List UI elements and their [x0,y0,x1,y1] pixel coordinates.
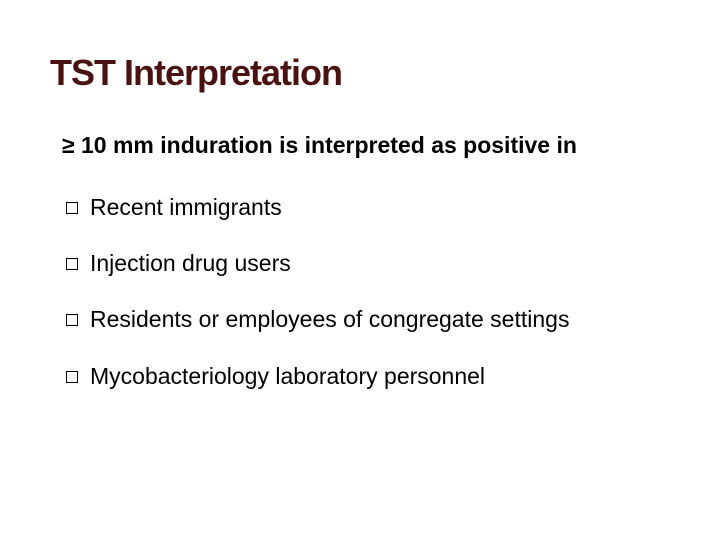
list-item: Recent immigrants [66,194,670,220]
list-item: Injection drug users [66,250,670,276]
bullet-text: Residents or employees of congregate set… [90,306,569,332]
list-item: Residents or employees of congregate set… [66,306,670,332]
list-item: Mycobacteriology laboratory personnel [66,363,670,389]
bullet-text: Recent immigrants [90,194,282,220]
slide-title: TST Interpretation [50,52,670,94]
bullet-text: Injection drug users [90,250,291,276]
subheading: ≥ 10 mm induration is interpreted as pos… [62,132,670,160]
bullet-text: Mycobacteriology laboratory personnel [90,363,485,389]
